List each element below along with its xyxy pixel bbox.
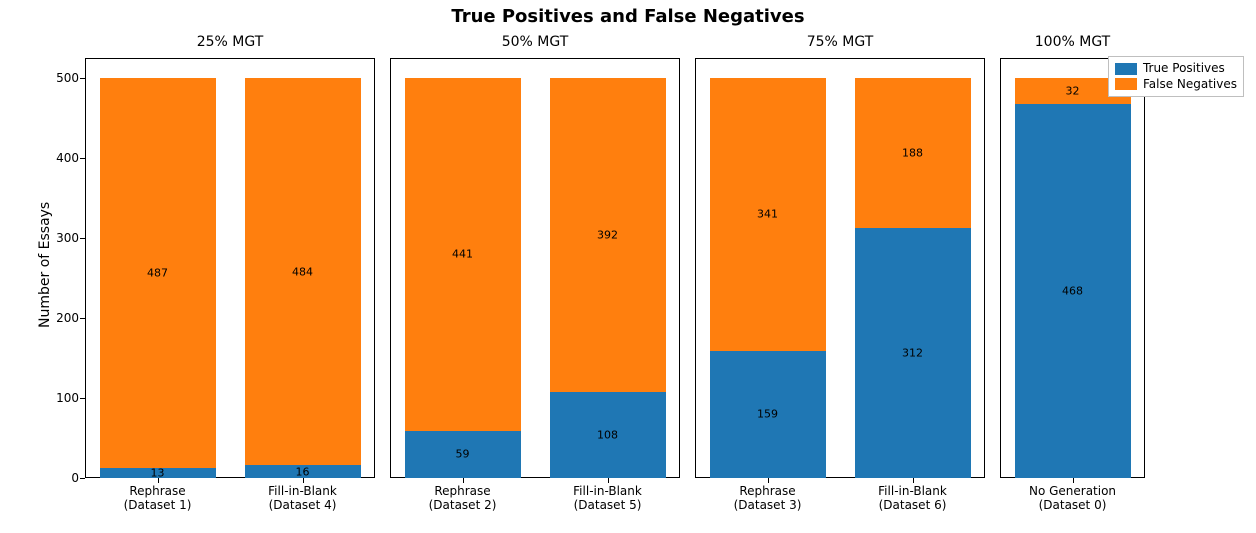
- xtick-label: Rephrase (Dataset 3): [734, 478, 802, 512]
- ytick-label: 500: [56, 71, 85, 85]
- ytick-label: 100: [56, 391, 85, 405]
- subplot-title: 50% MGT: [390, 34, 680, 50]
- legend-item: True Positives: [1115, 61, 1237, 77]
- xtick-label: Rephrase (Dataset 2): [429, 478, 497, 512]
- bar-value-tp: 159: [757, 408, 778, 421]
- bar-value-tp: 108: [597, 428, 618, 441]
- subplot-title: 25% MGT: [85, 34, 375, 50]
- legend-item: False Negatives: [1115, 77, 1237, 93]
- bar-value-fn: 441: [452, 248, 473, 261]
- legend-label: True Positives: [1143, 61, 1225, 77]
- xtick-label: No Generation (Dataset 0): [1029, 478, 1116, 512]
- bar-value-tp: 468: [1062, 284, 1083, 297]
- bar-value-fn: 32: [1066, 84, 1080, 97]
- ytick-label: 200: [56, 311, 85, 325]
- subplot: 50% MGT59441Rephrase (Dataset 2)108392Fi…: [390, 58, 680, 478]
- subplot: 25% MGT0100200300400500Number of Essays1…: [85, 58, 375, 478]
- subplot: 75% MGT159341Rephrase (Dataset 3)312188F…: [695, 58, 985, 478]
- xtick-label: Rephrase (Dataset 1): [124, 478, 192, 512]
- bar-value-tp: 312: [902, 347, 923, 360]
- xtick-label: Fill-in-Blank (Dataset 5): [573, 478, 642, 512]
- bar-value-fn: 484: [292, 265, 313, 278]
- ytick-label: 0: [71, 471, 85, 485]
- y-axis-label: Number of Essays: [37, 202, 53, 328]
- xtick-label: Fill-in-Blank (Dataset 6): [878, 478, 947, 512]
- bar-value-fn: 188: [902, 147, 923, 160]
- xtick-label: Fill-in-Blank (Dataset 4): [268, 478, 337, 512]
- ytick-label: 400: [56, 151, 85, 165]
- bar-value-fn: 341: [757, 208, 778, 221]
- legend: True PositivesFalse Negatives: [1108, 56, 1244, 97]
- bar-value-tp: 59: [456, 448, 470, 461]
- ytick-label: 300: [56, 231, 85, 245]
- bar-value-fn: 487: [147, 266, 168, 279]
- bar-value-fn: 392: [597, 228, 618, 241]
- legend-swatch: [1115, 63, 1137, 75]
- figure: True Positives and False Negatives 25% M…: [0, 0, 1256, 533]
- subplot: 100% MGT46832No Generation (Dataset 0): [1000, 58, 1145, 478]
- subplot-title: 75% MGT: [695, 34, 985, 50]
- figure-title: True Positives and False Negatives: [0, 6, 1256, 27]
- legend-label: False Negatives: [1143, 77, 1237, 93]
- legend-swatch: [1115, 78, 1137, 90]
- bar-value-tp: 16: [296, 465, 310, 478]
- subplot-title: 100% MGT: [1000, 34, 1145, 50]
